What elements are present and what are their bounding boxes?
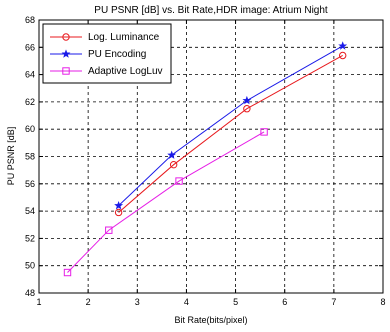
legend-marker [62, 67, 70, 75]
series-line [118, 55, 343, 213]
data-point [114, 200, 124, 210]
x-tick-label: 2 [86, 297, 91, 307]
data-point [63, 268, 72, 277]
legend-label-log-luminance: Log. Luminance [88, 32, 160, 43]
y-tick-label: 58 [25, 152, 35, 162]
x-tick-label: 5 [233, 297, 238, 307]
y-tick-label: 52 [25, 233, 35, 243]
legend-label-adaptive-logluv: Adaptive LogLuv [88, 66, 163, 77]
y-tick-label: 48 [25, 288, 35, 298]
y-tick-label: 62 [25, 97, 35, 107]
data-point [175, 177, 183, 185]
series-0 [114, 51, 347, 217]
y-tick-label: 60 [25, 124, 35, 134]
legend-label-pu-encoding: PU Encoding [88, 49, 146, 60]
series-line [118, 45, 343, 207]
y-axis-label: PU PSNR [dB] [6, 127, 16, 186]
data-point [242, 95, 252, 105]
data-point [339, 51, 347, 60]
x-tick-label: 6 [282, 297, 287, 307]
x-tick-label: 7 [331, 297, 336, 307]
data-point [105, 226, 113, 234]
series-line [67, 131, 265, 273]
y-tick-label: 56 [25, 179, 35, 189]
y-tick-label: 68 [25, 15, 35, 25]
legend: Log. Luminance PU Encoding Adaptive LogL… [42, 23, 172, 84]
x-tick-label: 3 [135, 297, 140, 307]
series-group [63, 41, 348, 277]
data-point [167, 150, 177, 159]
x-tick-label: 1 [36, 297, 41, 307]
legend-marker [61, 49, 71, 58]
y-tick-label: 64 [25, 70, 35, 80]
data-point [243, 105, 251, 113]
data-point [169, 160, 178, 169]
legend-marker [62, 33, 70, 41]
data-point [114, 208, 123, 217]
series-1 [114, 41, 348, 210]
data-point [338, 41, 348, 50]
y-tick-label: 54 [25, 206, 35, 216]
series-2 [63, 128, 268, 277]
data-point [260, 128, 268, 136]
legend-items [50, 33, 82, 75]
x-tick-label: 4 [184, 297, 189, 307]
y-tick-label: 50 [25, 261, 35, 271]
x-tick-label: 8 [380, 297, 385, 307]
x-axis-label: Bit Rate(bits/pixel) [174, 315, 247, 325]
y-tick-label: 66 [25, 42, 35, 52]
chart-title: PU PSNR [dB] vs. Bit Rate,HDR image: Atr… [94, 5, 328, 16]
